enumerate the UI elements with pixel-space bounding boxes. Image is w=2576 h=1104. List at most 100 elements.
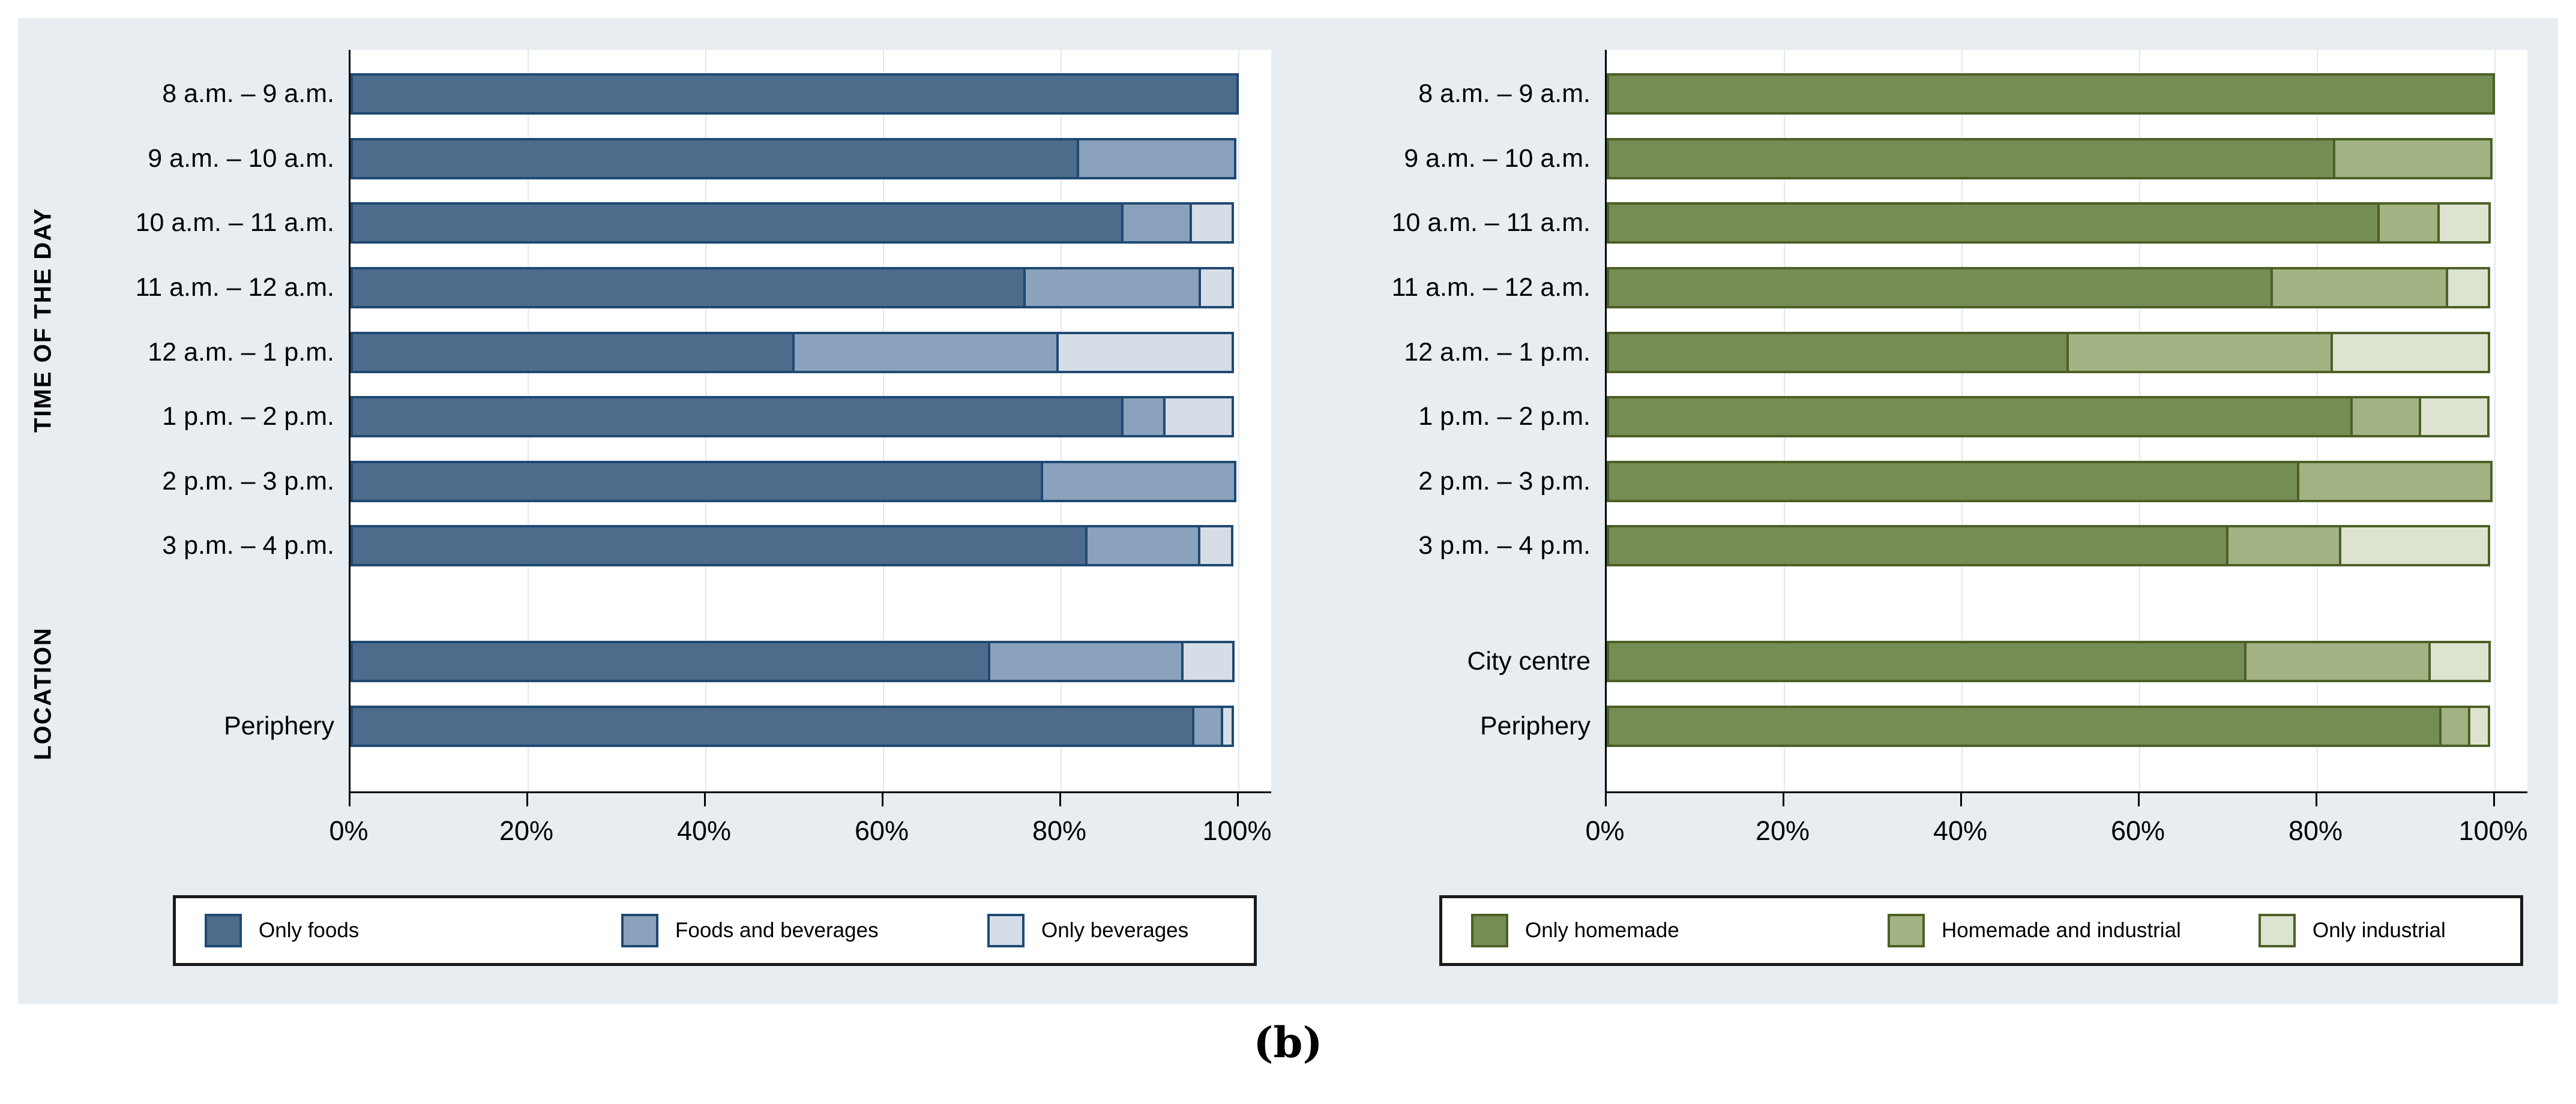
bar-segment	[351, 73, 1239, 115]
bar-segment	[1181, 641, 1235, 682]
bar-segment	[1607, 202, 2380, 244]
bar-segment	[351, 706, 1194, 747]
gridline	[2494, 50, 2496, 791]
x-axis-tick-label: 60%	[2110, 815, 2165, 846]
legend-label: Only industrial	[2313, 919, 2446, 942]
x-axis-tick-label: 0%	[329, 815, 369, 846]
bar-row	[1607, 332, 2490, 373]
bar-segment	[1198, 525, 1233, 566]
bar-segment	[1085, 525, 1200, 566]
bar-segment	[2331, 332, 2490, 373]
y-axis-label: 2 p.m. – 3 p.m.	[162, 467, 334, 496]
legend-label: Homemade and industrial	[1942, 919, 2181, 942]
bar-segment	[1023, 267, 1201, 308]
y-axis-label: 11 a.m. – 12 a.m.	[1391, 273, 1590, 302]
legend-swatch-icon	[2259, 914, 2296, 947]
bar-row	[1607, 267, 2490, 308]
x-axis-tick-label: 0%	[1585, 815, 1625, 846]
x-axis-tick	[2493, 793, 2495, 806]
bar-segment	[2377, 202, 2440, 244]
figure-panel: 8 a.m. – 9 a.m. 9 a.m. – 10 a.m. 10 a.m. –…	[18, 18, 2558, 1004]
y-axis-label: 8 a.m. – 9 a.m.	[1418, 79, 1590, 108]
x-axis-tick	[1783, 793, 1784, 806]
bar-segment	[351, 332, 795, 373]
y-axis-label: 1 p.m. – 2 p.m.	[162, 402, 334, 431]
bar-row	[351, 332, 1234, 373]
legend-swatch-icon	[1471, 914, 1508, 947]
legend-label: Only foods	[259, 919, 360, 942]
bar-segment	[2437, 202, 2491, 244]
bar-row	[1607, 641, 2491, 682]
bar-segment	[351, 641, 990, 682]
bar-segment	[351, 138, 1079, 179]
legend-item: Only beverages	[987, 898, 1188, 963]
legend-item: Homemade and industrial	[1888, 898, 2181, 963]
bar-segment	[2439, 706, 2470, 747]
bar-row	[351, 202, 1234, 244]
legend-box: Only foods Foods and beverages Only bevera…	[173, 895, 1257, 966]
x-axis-tick-label: 60%	[854, 815, 909, 846]
x-axis-tick	[1237, 793, 1239, 806]
legend-swatch-icon	[205, 914, 242, 947]
bar-segment	[2226, 525, 2341, 566]
bar-segment	[1121, 202, 1192, 244]
bar-segment	[2066, 332, 2333, 373]
bar-row	[1607, 525, 2490, 566]
y-axis-label: 9 a.m. – 10 a.m.	[1404, 144, 1590, 173]
y-axis-label: 10 a.m. – 11 a.m.	[135, 208, 334, 237]
x-axis-tick-label: 20%	[499, 815, 554, 846]
x-axis-tick-label: 40%	[676, 815, 732, 846]
legend-item: Foods and beverages	[621, 898, 879, 963]
x-axis-tick	[349, 793, 351, 806]
legend-box: Only homemade Homemade and industrial Only…	[1439, 895, 2523, 966]
bar-row	[1607, 396, 2490, 437]
bar-segment	[792, 332, 1059, 373]
y-axis-label: 12 a.m. – 1 p.m.	[148, 338, 334, 367]
bar-row	[351, 267, 1234, 308]
legend-item: Only industrial	[2259, 898, 2446, 963]
bar-segment	[2428, 641, 2491, 682]
legend-swatch-icon	[1888, 914, 1925, 947]
y-axis-label: 1 p.m. – 2 p.m.	[1418, 402, 1590, 431]
bar-segment	[1121, 396, 1166, 437]
bar-segment	[351, 267, 1026, 308]
bar-segment	[2468, 706, 2490, 747]
axis-group-title-time: TIME OF THE DAY	[29, 207, 56, 433]
bar-row	[351, 73, 1239, 115]
x-axis-tick	[526, 793, 528, 806]
bar-segment	[351, 525, 1088, 566]
x-axis-tick	[1960, 793, 1962, 806]
bar-segment	[2244, 641, 2431, 682]
bar-segment	[1607, 525, 2228, 566]
bar-row	[351, 138, 1236, 179]
bar-row	[1607, 138, 2493, 179]
bar-segment	[1607, 73, 2495, 115]
y-axis-label: 3 p.m. – 4 p.m.	[162, 531, 334, 560]
legend-label: Only beverages	[1041, 919, 1189, 942]
x-axis-tick	[1605, 793, 1607, 806]
legend-label: Foods and beverages	[675, 919, 879, 942]
bar-segment	[1607, 396, 2353, 437]
bar-segment	[2446, 267, 2490, 308]
x-axis-tick	[2316, 793, 2317, 806]
bar-segment	[1607, 267, 2273, 308]
bar-segment	[2419, 396, 2490, 437]
bar-row	[1607, 202, 2491, 244]
bar-segment	[351, 396, 1124, 437]
bar-row	[351, 396, 1234, 437]
legend-item: Only homemade	[1471, 898, 1679, 963]
bar-row	[351, 706, 1234, 747]
bar-segment	[1192, 706, 1223, 747]
plot-area	[1605, 50, 2527, 793]
x-axis-tick-label: 20%	[1755, 815, 1810, 846]
x-axis-tick-label: 100%	[1202, 815, 1272, 846]
y-axis-label: 9 a.m. – 10 a.m.	[148, 144, 334, 173]
bar-segment	[1607, 706, 2442, 747]
x-axis-tick-label: 100%	[2458, 815, 2528, 846]
bar-row	[351, 641, 1235, 682]
y-axis-label: 11 a.m. – 12 a.m.	[135, 273, 334, 302]
x-axis-tick	[704, 793, 706, 806]
bar-segment	[1163, 396, 1234, 437]
plot-area	[349, 50, 1271, 793]
